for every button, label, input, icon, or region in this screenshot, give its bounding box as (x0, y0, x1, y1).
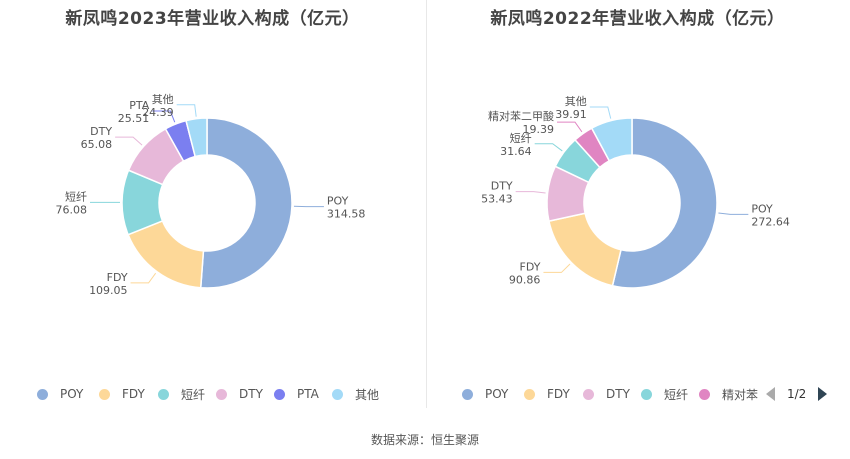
slice-value-label-0-1: 109.05 (89, 284, 128, 297)
legend-item-0-2[interactable]: 短纤 (158, 384, 205, 404)
leader-line-0-4 (152, 110, 176, 123)
chart-2023-title: 新凤鸣2023年营业收入构成（亿元） (65, 9, 360, 29)
slice-1-1[interactable] (548, 212, 622, 287)
slice-value-label-0-3: 65.08 (81, 138, 113, 151)
slice-0-5[interactable] (185, 117, 208, 158)
legend-dot-icon-1-0 (462, 388, 473, 400)
legend-dot-icon-1-3 (641, 388, 652, 400)
legend-dot-icon-0-0 (37, 388, 48, 400)
legend-dot-icon-0-4 (274, 388, 285, 400)
chart-2022-panel: 新凤鸣2022年营业收入构成（亿元） POY 272.64 FDY 90.86 DTY 5… (425, 0, 850, 410)
slice-value-label-0-5: 24.39 (142, 106, 174, 119)
legend-pager: 1/2 (766, 384, 828, 404)
leader-line-1-2 (515, 191, 546, 194)
legend-item-1-3[interactable]: 短纤 (641, 384, 688, 404)
leader-line-1-0 (718, 212, 749, 215)
legend-prev-page-icon[interactable] (766, 387, 775, 401)
legend-item-1-1[interactable]: FDY (524, 384, 570, 404)
leader-line-1-1 (543, 263, 571, 273)
chart-2022-legend: POY FDY DTY 短纤 精对苯 (425, 384, 850, 404)
legend-dot-icon-1-2 (583, 388, 594, 400)
legend-label-0-4: PTA (297, 387, 319, 401)
legend-page-indicator: 1/2 (787, 387, 807, 401)
chart-2023-legend: POY FDY 短纤 DTY PTA 其他 (0, 384, 425, 404)
slice-value-label-1-1: 90.86 (509, 273, 541, 286)
slice-name-label-0-0: POY (327, 195, 349, 208)
legend-dot-icon-0-1 (99, 388, 110, 400)
slice-name-label-1-3: 短纤 (510, 131, 532, 145)
chart-2023-panel: 新凤鸣2023年营业收入构成（亿元） POY 314.58 FDY 109.05 短纤 7… (0, 0, 425, 410)
legend-label-0-2: 短纤 (181, 387, 206, 402)
slice-name-label-1-2: DTY (491, 180, 513, 193)
slice-value-label-1-4: 19.39 (522, 123, 554, 136)
slice-1-5[interactable] (590, 117, 633, 162)
legend-label-1-4: 精对苯 (722, 387, 759, 402)
data-source-note: 数据来源：恒生聚源 (370, 433, 479, 447)
legend-label-0-3: DTY (239, 387, 263, 401)
legend-dot-icon-1-4 (699, 388, 710, 400)
legend-item-0-5[interactable]: 其他 (332, 384, 379, 404)
legend-item-0-3[interactable]: DTY (216, 384, 263, 404)
slice-value-label-0-4: 25.51 (118, 112, 150, 125)
legend-dot-icon-1-1 (524, 388, 535, 400)
slice-value-label-0-2: 76.08 (56, 203, 88, 216)
slice-value-label-0-0: 314.58 (327, 208, 366, 221)
legend-item-1-4[interactable]: 精对苯 (699, 384, 758, 404)
slice-value-label-1-2: 53.43 (481, 193, 513, 206)
legend-item-0-0[interactable]: POY (37, 384, 83, 404)
legend-dot-icon-0-5 (332, 388, 343, 400)
slice-0-0[interactable] (199, 117, 293, 289)
legend-dot-icon-0-3 (216, 388, 227, 400)
chart-2022-title: 新凤鸣2022年营业收入构成（亿元） (490, 9, 785, 29)
legend-label-0-5: 其他 (355, 387, 380, 402)
slice-1-0[interactable] (611, 117, 718, 289)
leader-line-0-5 (176, 104, 197, 117)
panel-divider (426, 0, 427, 408)
slice-name-label-0-3: DTY (90, 125, 112, 138)
legend-dot-icon-0-2 (158, 388, 169, 400)
legend-label-1-2: DTY (606, 387, 630, 401)
slice-name-label-0-2: 短纤 (65, 189, 87, 203)
slice-value-label-1-5: 39.91 (555, 108, 587, 121)
legend-label-1-3: 短纤 (664, 387, 689, 402)
slice-name-label-1-5: 其他 (565, 95, 587, 108)
slice-name-label-0-4: PTA (129, 99, 149, 112)
slice-name-label-0-1: FDY (107, 271, 128, 284)
slice-name-label-1-0: POY (751, 202, 773, 215)
leader-line-1-5 (589, 106, 612, 119)
slice-value-label-1-3: 31.64 (500, 145, 532, 158)
leader-line-0-3 (115, 136, 143, 146)
legend-item-1-2[interactable]: DTY (583, 384, 630, 404)
legend-next-page-icon[interactable] (818, 387, 828, 401)
slice-value-label-1-0: 272.64 (751, 215, 790, 228)
legend-label-0-0: POY (60, 387, 84, 401)
legend-item-1-0[interactable]: POY (462, 384, 508, 404)
legend-label-1-1: FDY (547, 387, 570, 401)
legend-label-0-1: FDY (122, 387, 145, 401)
legend-item-0-4[interactable]: PTA (274, 384, 319, 404)
legend-label-1-0: POY (485, 387, 509, 401)
slice-name-label-1-4: 精对苯二甲酸 (488, 109, 554, 123)
leader-line-1-3 (534, 143, 563, 152)
leader-line-0-1 (130, 272, 157, 284)
leader-line-1-4 (556, 121, 583, 133)
slice-name-label-0-5: 其他 (152, 93, 174, 106)
legend-item-0-1[interactable]: FDY (99, 384, 145, 404)
slice-name-label-1-1: FDY (520, 260, 541, 273)
